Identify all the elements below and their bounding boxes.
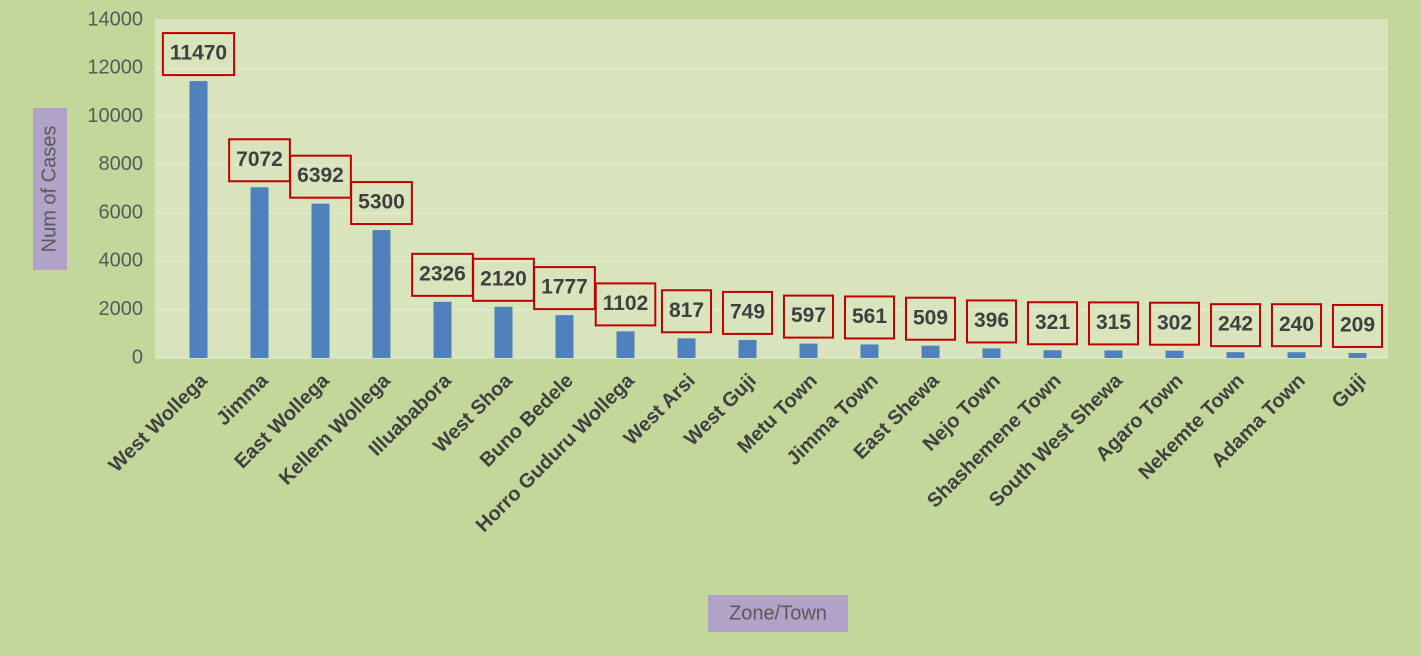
bar	[250, 187, 269, 358]
value-label-box	[965, 299, 1018, 344]
value-label-box	[1331, 303, 1384, 348]
bar	[1348, 352, 1367, 358]
bar	[921, 345, 940, 358]
value-label: 1777	[541, 276, 588, 299]
x-axis-label: Zone/Town	[729, 602, 827, 624]
bar	[982, 348, 1001, 358]
bar	[1043, 350, 1062, 358]
value-label: 5300	[358, 191, 405, 214]
value-label-box	[660, 289, 713, 334]
value-label-box	[1148, 301, 1201, 346]
y-axis-label-box	[33, 108, 67, 270]
y-tick-label: 8000	[99, 153, 144, 175]
value-label-box	[594, 282, 657, 327]
value-label: 749	[730, 300, 765, 323]
y-tick-label: 14000	[87, 8, 143, 30]
bar	[311, 203, 330, 358]
bar	[494, 306, 513, 358]
value-label-box	[904, 296, 957, 341]
value-label-box	[1026, 301, 1079, 346]
value-label: 302	[1157, 311, 1192, 334]
bar	[1165, 350, 1184, 358]
value-label: 2120	[480, 267, 527, 290]
value-label: 1102	[603, 292, 649, 315]
value-label: 321	[1035, 311, 1070, 334]
value-label: 6392	[297, 164, 344, 187]
bar	[189, 81, 208, 359]
bar	[677, 338, 696, 358]
bar	[1226, 352, 1245, 358]
value-label-box	[289, 154, 352, 199]
bar	[738, 339, 757, 358]
value-label-box	[843, 295, 896, 340]
value-label-box	[1087, 301, 1140, 346]
value-label: 2326	[419, 262, 466, 285]
bar	[1104, 350, 1123, 358]
y-tick-label: 2000	[99, 298, 144, 320]
value-label: 315	[1096, 311, 1131, 334]
value-label-box	[721, 290, 774, 335]
bar	[372, 230, 391, 358]
value-label: 209	[1340, 314, 1375, 337]
bar	[1287, 352, 1306, 358]
value-label-box	[350, 181, 413, 226]
value-label: 242	[1218, 313, 1253, 336]
value-label: 396	[974, 309, 1009, 332]
value-label-box	[1270, 303, 1323, 348]
y-tick-label: 10000	[87, 105, 143, 127]
value-label-box	[1209, 303, 1262, 348]
value-label: 240	[1279, 313, 1314, 336]
bar	[860, 344, 879, 358]
value-label-box	[782, 294, 835, 339]
y-tick-label: 4000	[99, 250, 144, 272]
y-tick-label: 6000	[99, 201, 144, 223]
bar	[799, 343, 818, 358]
value-label: 509	[913, 306, 948, 329]
y-tick-label: 12000	[87, 57, 143, 79]
value-label: 597	[791, 304, 826, 327]
value-label: 11470	[170, 42, 227, 65]
y-axis-label: Num of Cases	[38, 126, 60, 253]
x-axis-label-box	[708, 595, 848, 632]
value-label: 7072	[236, 148, 283, 171]
bar	[433, 301, 452, 358]
value-label: 561	[852, 305, 887, 328]
value-label: 817	[669, 299, 704, 322]
bar	[555, 315, 574, 358]
value-label-box	[161, 32, 236, 77]
y-tick-label: 0	[132, 346, 143, 368]
bar	[616, 331, 635, 358]
